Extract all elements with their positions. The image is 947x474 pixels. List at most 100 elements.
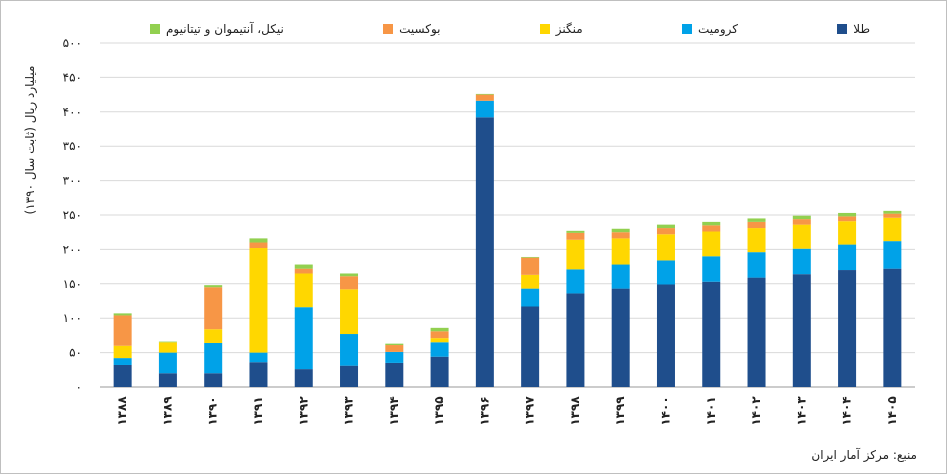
- bar-segment: [113, 364, 132, 387]
- bar-segment: [249, 352, 268, 363]
- legend-label: نیکل، آنتیموان و تیتانیوم: [166, 22, 284, 36]
- source-note: منبع: مرکز آمار ایران: [811, 448, 917, 462]
- x-tick-label: ۱۴۰۰: [658, 396, 672, 425]
- bar-segment: [747, 218, 766, 222]
- x-tick-label: ۱۳۹۸: [568, 396, 582, 426]
- x-tick-label: ۱۳۹۵: [432, 396, 446, 425]
- bar-segment: [702, 225, 721, 232]
- bar-segment: [521, 288, 540, 307]
- bar-segment: [702, 281, 721, 387]
- bar-segment: [340, 334, 359, 366]
- bar-segment: [656, 284, 675, 387]
- bar-segment: [566, 239, 585, 270]
- legend-swatch: [383, 24, 394, 34]
- bar-segment: [385, 362, 404, 387]
- legend-item: طلا: [837, 22, 870, 36]
- bar-segment: [611, 264, 630, 289]
- legend-swatch: [539, 24, 550, 34]
- y-tick-label: ۲۰۰: [63, 242, 82, 256]
- bar-segment: [113, 358, 132, 365]
- bar-segment: [747, 228, 766, 253]
- bar-segment: [792, 274, 811, 387]
- bar-segment: [249, 242, 268, 249]
- x-tick-label: ۱۴۰۴: [840, 396, 854, 425]
- bar-segment: [838, 221, 857, 245]
- bar-segment: [792, 248, 811, 275]
- bar-segment: [566, 230, 585, 233]
- bar-segment: [611, 238, 630, 265]
- bar-segment: [340, 276, 359, 290]
- bar-segment: [702, 231, 721, 257]
- bar-segment: [883, 210, 902, 214]
- bar-segment: [883, 213, 902, 218]
- bar-segment: [385, 343, 404, 346]
- y-tick-label: ۴۵۰: [63, 70, 82, 84]
- legend-item: بوکسیت: [383, 22, 441, 36]
- bar-segment: [792, 215, 811, 220]
- bar-segment: [611, 228, 630, 233]
- y-tick-label: ۴۰۰: [63, 105, 82, 119]
- legend-label: منگنز: [555, 22, 583, 36]
- x-tick-label: ۱۳۹۶: [477, 396, 491, 425]
- bar-segment: [294, 307, 313, 370]
- bar-segment: [294, 268, 313, 274]
- bar-segment: [475, 93, 494, 95]
- bar-segment: [204, 342, 223, 374]
- x-tick-label: ۱۴۰۲: [749, 396, 763, 426]
- bar-segment: [656, 234, 675, 261]
- bar-segment: [656, 260, 675, 285]
- bar-segment: [883, 268, 902, 387]
- x-tick-label: ۱۴۰۵: [885, 396, 899, 425]
- legend-label: طلا: [853, 22, 870, 36]
- x-tick-label: ۱۳۹۲: [296, 396, 310, 426]
- bar-segment: [566, 269, 585, 294]
- legend-item: نیکل، آنتیموان و تیتانیوم: [150, 22, 284, 36]
- y-tick-label: ۱۵۰: [63, 277, 82, 291]
- y-tick-label: ۳۰۰: [63, 174, 82, 188]
- bar-segment: [158, 342, 177, 353]
- bar-segment: [430, 342, 449, 357]
- x-tick-label: ۱۳۹۴: [387, 396, 401, 425]
- bar-segment: [702, 256, 721, 282]
- bar-segment: [792, 219, 811, 225]
- bar-segment: [430, 338, 449, 343]
- legend-label: بوکسیت: [399, 22, 441, 36]
- bar-segment: [611, 232, 630, 239]
- bar-segment: [838, 212, 857, 217]
- bar-segment: [656, 224, 675, 229]
- bar-segment: [340, 273, 359, 277]
- bar-segment: [521, 274, 540, 289]
- bar-segment: [430, 331, 449, 339]
- x-tick-label: ۱۳۹۹: [613, 396, 627, 426]
- bar-segment: [611, 288, 630, 387]
- bar-segment: [838, 216, 857, 222]
- bar-segment: [475, 117, 494, 387]
- bar-segment: [204, 329, 223, 343]
- bar-segment: [521, 256, 540, 258]
- bar-segment: [204, 373, 223, 387]
- bar-segment: [249, 362, 268, 387]
- y-tick-label: ۲۵۰: [63, 208, 82, 222]
- bar-segment: [204, 287, 223, 330]
- bar-segment: [521, 306, 540, 387]
- y-tick-label: ۵۰: [69, 346, 82, 360]
- legend-swatch: [837, 24, 848, 34]
- bar-segment: [747, 277, 766, 387]
- x-tick-label: ۱۳۹۰: [206, 396, 220, 425]
- bar-segment: [747, 252, 766, 278]
- legend-swatch: [150, 24, 160, 34]
- bar-segment: [838, 244, 857, 271]
- bar-segment: [249, 248, 268, 353]
- legend-item: کرومیت: [682, 22, 738, 36]
- bar-segment: [566, 232, 585, 240]
- bar-segment: [340, 365, 359, 387]
- x-tick-label: ۱۴۰۱: [704, 396, 718, 425]
- bar-segment: [747, 221, 766, 229]
- bar-segment: [521, 257, 540, 275]
- bar-segment: [385, 345, 404, 352]
- bar-segment: [340, 289, 359, 335]
- bar-segment: [113, 315, 132, 346]
- bar-segment: [656, 228, 675, 235]
- bar-segment: [158, 341, 177, 343]
